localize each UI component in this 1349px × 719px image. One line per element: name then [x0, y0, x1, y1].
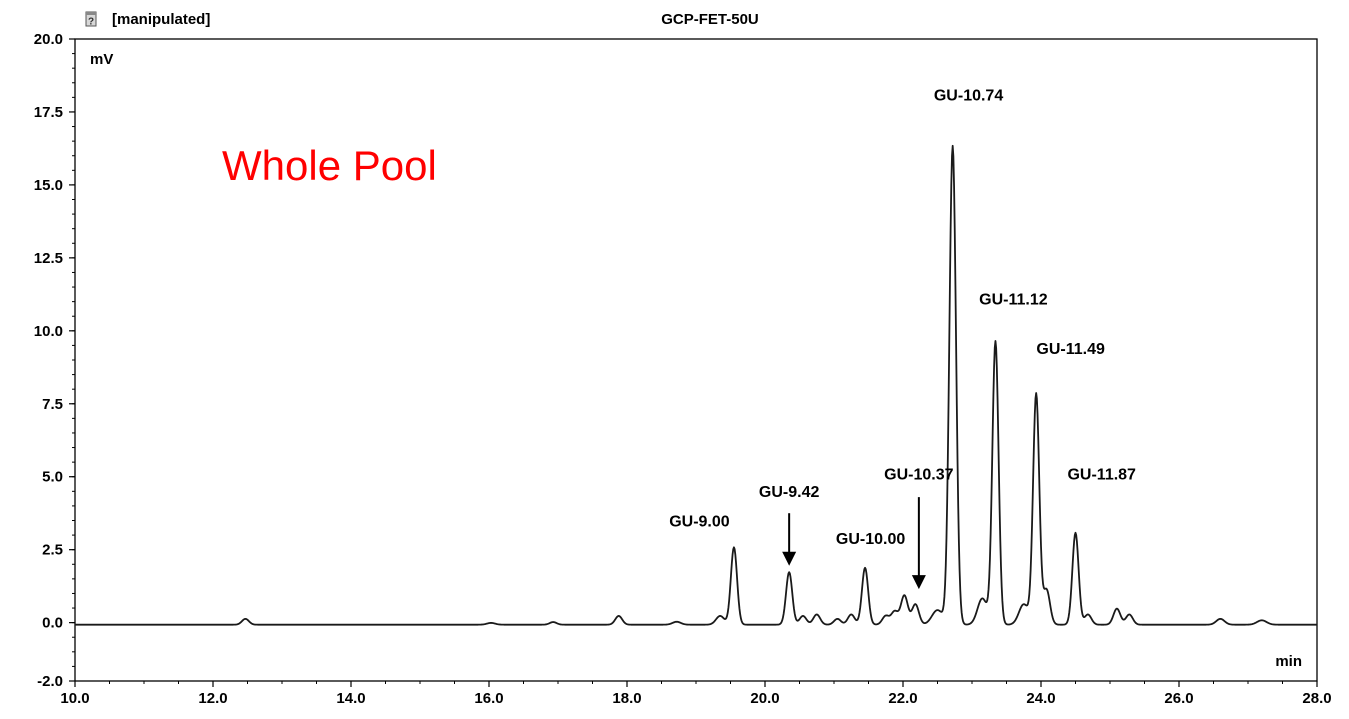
peak-label: GU-10.00 [836, 531, 905, 548]
y-axis-unit-label: mV [90, 51, 113, 68]
y-tick-label: -2.0 [37, 673, 63, 690]
x-tick-label: 12.0 [198, 690, 227, 707]
y-tick-label: 5.0 [42, 469, 63, 486]
x-tick-label: 10.0 [60, 690, 89, 707]
x-tick-label: 22.0 [888, 690, 917, 707]
chart-title: GCP-FET-50U [661, 11, 759, 28]
y-axis: -2.0 0.0 2.5 5.0 7.5 10.0 12.5 15.0 17.5 20.0 [34, 31, 75, 690]
y-tick-label: 20.0 [34, 31, 63, 48]
peak-label: GU-9.42 [759, 484, 820, 501]
peak-label: GU-10.74 [934, 87, 1003, 104]
whole-pool-annotation: Whole Pool [222, 142, 437, 189]
peak-label: GU-11.12 [979, 292, 1048, 309]
y-tick-label: 7.5 [42, 396, 63, 413]
y-tick-label: 2.5 [42, 542, 63, 559]
plot-frame [74, 38, 1318, 682]
y-tick-label: 12.5 [34, 250, 63, 267]
x-tick-label: 26.0 [1164, 690, 1193, 707]
x-axis-unit-label: min [1275, 653, 1302, 670]
x-tick-label: 28.0 [1302, 690, 1331, 707]
x-tick-label: 16.0 [474, 690, 503, 707]
y-tick-label: 17.5 [34, 104, 63, 121]
peak-label: GU-10.37 [884, 467, 953, 484]
peak-arrow-head [911, 575, 926, 590]
status-label: [manipulated] [112, 11, 210, 28]
peak-arrow-head [782, 551, 797, 566]
y-tick-label: 10.0 [34, 323, 63, 340]
y-tick-label: 0.0 [42, 615, 63, 632]
x-tick-label: 14.0 [336, 690, 365, 707]
y-tick-label: 15.0 [34, 177, 63, 194]
x-tick-label: 20.0 [750, 690, 779, 707]
status-icon: ? [85, 11, 97, 28]
svg-text:?: ? [88, 17, 94, 28]
peak-label: GU-9.00 [669, 513, 730, 530]
chromatogram-trace [74, 144, 1318, 626]
peak-labels: GU-9.00 GU-9.42 GU-10.00 GU-10.37 GU-10.74 GU… [669, 87, 1136, 590]
x-axis: 10.0 12.0 14.0 16.0 18.0 20.0 22.0 24.0 26.0 28.0 [60, 681, 1332, 707]
peak-label: GU-11.49 [1036, 341, 1105, 358]
peak-label: GU-11.87 [1067, 467, 1136, 484]
x-tick-label: 18.0 [612, 690, 641, 707]
x-tick-label: 24.0 [1026, 690, 1055, 707]
